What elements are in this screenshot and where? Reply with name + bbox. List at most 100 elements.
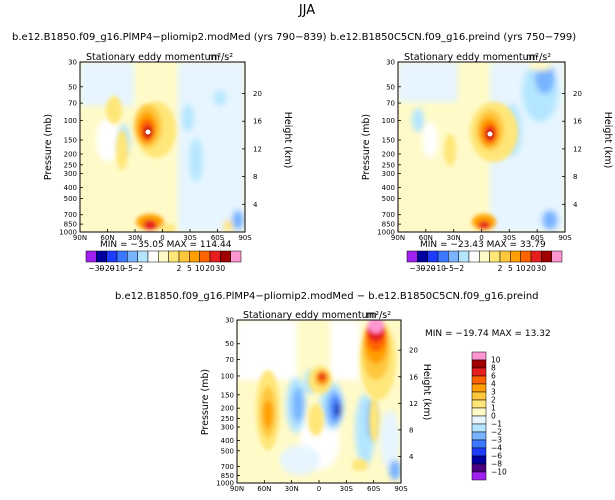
- panel-c-stats: MIN = −19.74 MAX = 13.32: [425, 329, 551, 339]
- y2-tick-label: 8: [573, 173, 577, 181]
- colorbar-box: [551, 250, 563, 263]
- colorbar-box: [471, 423, 487, 433]
- y2-tick-label: 16: [253, 118, 262, 126]
- y-tick-label: 1000: [59, 229, 77, 237]
- y-tick-label: 250: [221, 415, 234, 423]
- x-tick-label: 30N: [128, 234, 142, 242]
- colorbar-box: [230, 250, 242, 263]
- x-tick-label: 60N: [419, 234, 433, 242]
- y-tick-label: 300: [64, 170, 77, 178]
- x-tick-label: 60N: [257, 485, 271, 493]
- colorbar-label: −3: [491, 436, 502, 445]
- y2-tick-label: 8: [253, 173, 257, 181]
- panel-b: b.e12.B1850C5CN.f09_g16.preind (yrs 750−…: [330, 32, 613, 273]
- colorbar-label: 2: [498, 264, 503, 273]
- colorbar-box: [137, 250, 149, 263]
- panel-b-stats: MIN = −23.43 MAX = 33.79: [420, 240, 546, 250]
- y-tick-label: 500: [64, 195, 77, 203]
- y2-tick-label: 4: [253, 201, 258, 209]
- colorbar-box: [96, 250, 107, 263]
- y-tick-label: 400: [221, 437, 234, 445]
- panel-b-units: m²/s²: [526, 52, 551, 63]
- y2-tick-label: 16: [573, 118, 582, 126]
- colorbar-box: [209, 250, 221, 263]
- panel-b-y2label: Height (km): [602, 112, 613, 169]
- colorbar-label: −20: [99, 264, 115, 273]
- y-tick-label: 500: [221, 447, 234, 455]
- colorbar-label: 20: [205, 264, 215, 273]
- colorbar-label: −2: [491, 428, 502, 437]
- colorbar-label: −1: [491, 420, 502, 429]
- x-tick-label: 60S: [530, 234, 544, 242]
- colorbar-label: −6: [491, 452, 502, 461]
- y2-tick-label: 12: [573, 145, 582, 153]
- colorbar-box: [468, 250, 480, 263]
- colorbar-label: −30: [88, 264, 104, 273]
- y-tick-label: 70: [68, 100, 77, 108]
- colorbar-label: −10: [491, 468, 507, 477]
- panel-c-subtitle: Stationary eddy momentum: [243, 310, 377, 321]
- colorbar-label: 2: [491, 396, 496, 405]
- colorbar-box: [471, 439, 487, 449]
- panel-b-colorbar: −30−20−10−5 −2 2 5 10 20 30: [406, 250, 563, 273]
- panel-c-title: b.e12.B1850.f09_g16.PlMP4−pliomip2.modMe…: [115, 291, 539, 302]
- y-tick-label: 250: [382, 161, 395, 169]
- colorbar-box: [510, 250, 521, 263]
- y-tick-label: 700: [382, 211, 395, 219]
- y-tick-label: 400: [64, 184, 77, 192]
- panel-a-ylabel: Pressure (mb): [43, 114, 54, 180]
- colorbar-label: −10: [109, 264, 125, 273]
- y-tick-label: 500: [382, 195, 395, 203]
- colorbar-label: −20: [420, 264, 436, 273]
- y-tick-label: 850: [382, 221, 395, 229]
- panel-c-field: [237, 320, 401, 483]
- y-tick-label: 250: [64, 161, 77, 169]
- y2-tick-label: 20: [253, 90, 262, 98]
- colorbar-box: [158, 250, 169, 263]
- colorbar-box: [85, 250, 97, 263]
- y-tick-label: 50: [225, 340, 234, 348]
- y-tick-label: 1000: [216, 480, 234, 488]
- colorbar-box: [489, 250, 501, 263]
- y-tick-label: 300: [221, 424, 234, 432]
- colorbar-label: 5: [187, 264, 192, 273]
- colorbar-label: 2: [177, 264, 182, 273]
- colorbar-label: 5: [508, 264, 513, 273]
- x-tick-label: 0: [160, 234, 164, 242]
- colorbar-box: [189, 250, 200, 263]
- colorbar-box: [471, 391, 487, 401]
- panel-c-units: m²/s²: [366, 310, 391, 321]
- panel-c-ylabel: Pressure (mb): [200, 369, 211, 435]
- x-tick-label: 90S: [238, 234, 252, 242]
- y-tick-label: 200: [221, 405, 234, 413]
- colorbar-label: −5: [443, 264, 454, 273]
- panel-a-y2label: Height (km): [282, 112, 293, 169]
- y2-tick-label: 20: [409, 347, 418, 355]
- colorbar-label: 30: [537, 264, 547, 273]
- panel-a-field: [80, 62, 245, 232]
- colorbar-box: [147, 250, 159, 263]
- colorbar-box: [499, 250, 511, 263]
- colorbar-box: [520, 250, 532, 263]
- colorbar-box: [168, 250, 180, 263]
- y-tick-label: 70: [225, 356, 234, 364]
- colorbar-label: 6: [491, 372, 496, 381]
- x-tick-label: 30N: [285, 485, 299, 493]
- y-tick-label: 50: [68, 83, 77, 91]
- colorbar-box: [471, 463, 487, 473]
- panel-b-title: b.e12.B1850C5CN.f09_g16.preind (yrs 750−…: [330, 32, 576, 43]
- y-tick-label: 700: [221, 463, 234, 471]
- colorbar-box: [127, 250, 138, 263]
- x-tick-label: 90N: [73, 234, 87, 242]
- colorbar-label: 30: [216, 264, 226, 273]
- colorbar-box: [437, 250, 449, 263]
- colorbar-label: 0: [491, 412, 496, 421]
- y-tick-label: 150: [221, 391, 234, 399]
- colorbar-box: [471, 351, 487, 361]
- colorbar-label: −2: [453, 264, 464, 273]
- colorbar-box: [471, 407, 487, 417]
- x-tick-label: 0: [317, 485, 321, 493]
- colorbar-label: 10: [491, 356, 501, 365]
- colorbar-box: [471, 455, 487, 465]
- y-tick-label: 50: [386, 83, 395, 91]
